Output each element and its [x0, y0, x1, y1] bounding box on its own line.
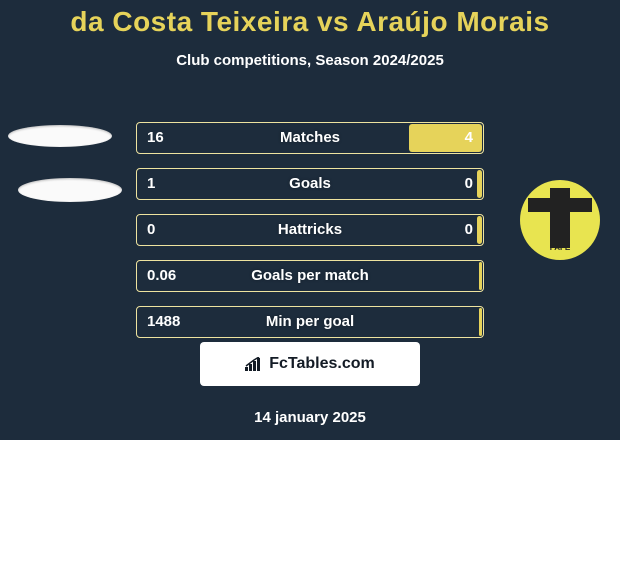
stat-value-right: 0 [465, 169, 473, 199]
stat-row: 1Goals0 [136, 168, 484, 200]
page-subtitle: Club competitions, Season 2024/2025 [0, 52, 620, 69]
stat-value-right: 4 [465, 123, 473, 153]
stat-row: 0.06Goals per match [136, 260, 484, 292]
stat-label: Min per goal [137, 307, 483, 337]
badge-shape [550, 188, 570, 248]
team-badge-right: FAFE [520, 180, 600, 260]
team-logo-left-1 [8, 125, 112, 147]
brand-text: FcTables.com [269, 355, 375, 373]
stat-label: Hattricks [137, 215, 483, 245]
chart-icon [245, 357, 263, 371]
stat-value-right: 0 [465, 215, 473, 245]
badge-label: FAFE [520, 243, 600, 252]
team-logo-left-2 [18, 178, 122, 202]
stat-label: Goals per match [137, 261, 483, 291]
stat-row: 16Matches4 [136, 122, 484, 154]
stat-row: 0Hattricks0 [136, 214, 484, 246]
stat-label: Goals [137, 169, 483, 199]
brand-box[interactable]: FcTables.com [200, 342, 420, 386]
stats-rows: 16Matches41Goals00Hattricks00.06Goals pe… [136, 122, 484, 352]
stat-label: Matches [137, 123, 483, 153]
footer-date: 14 january 2025 [0, 409, 620, 426]
stats-panel: da Costa Teixeira vs Araújo Morais Club … [0, 0, 620, 440]
page-title: da Costa Teixeira vs Araújo Morais [0, 0, 620, 38]
stat-row: 1488Min per goal [136, 306, 484, 338]
